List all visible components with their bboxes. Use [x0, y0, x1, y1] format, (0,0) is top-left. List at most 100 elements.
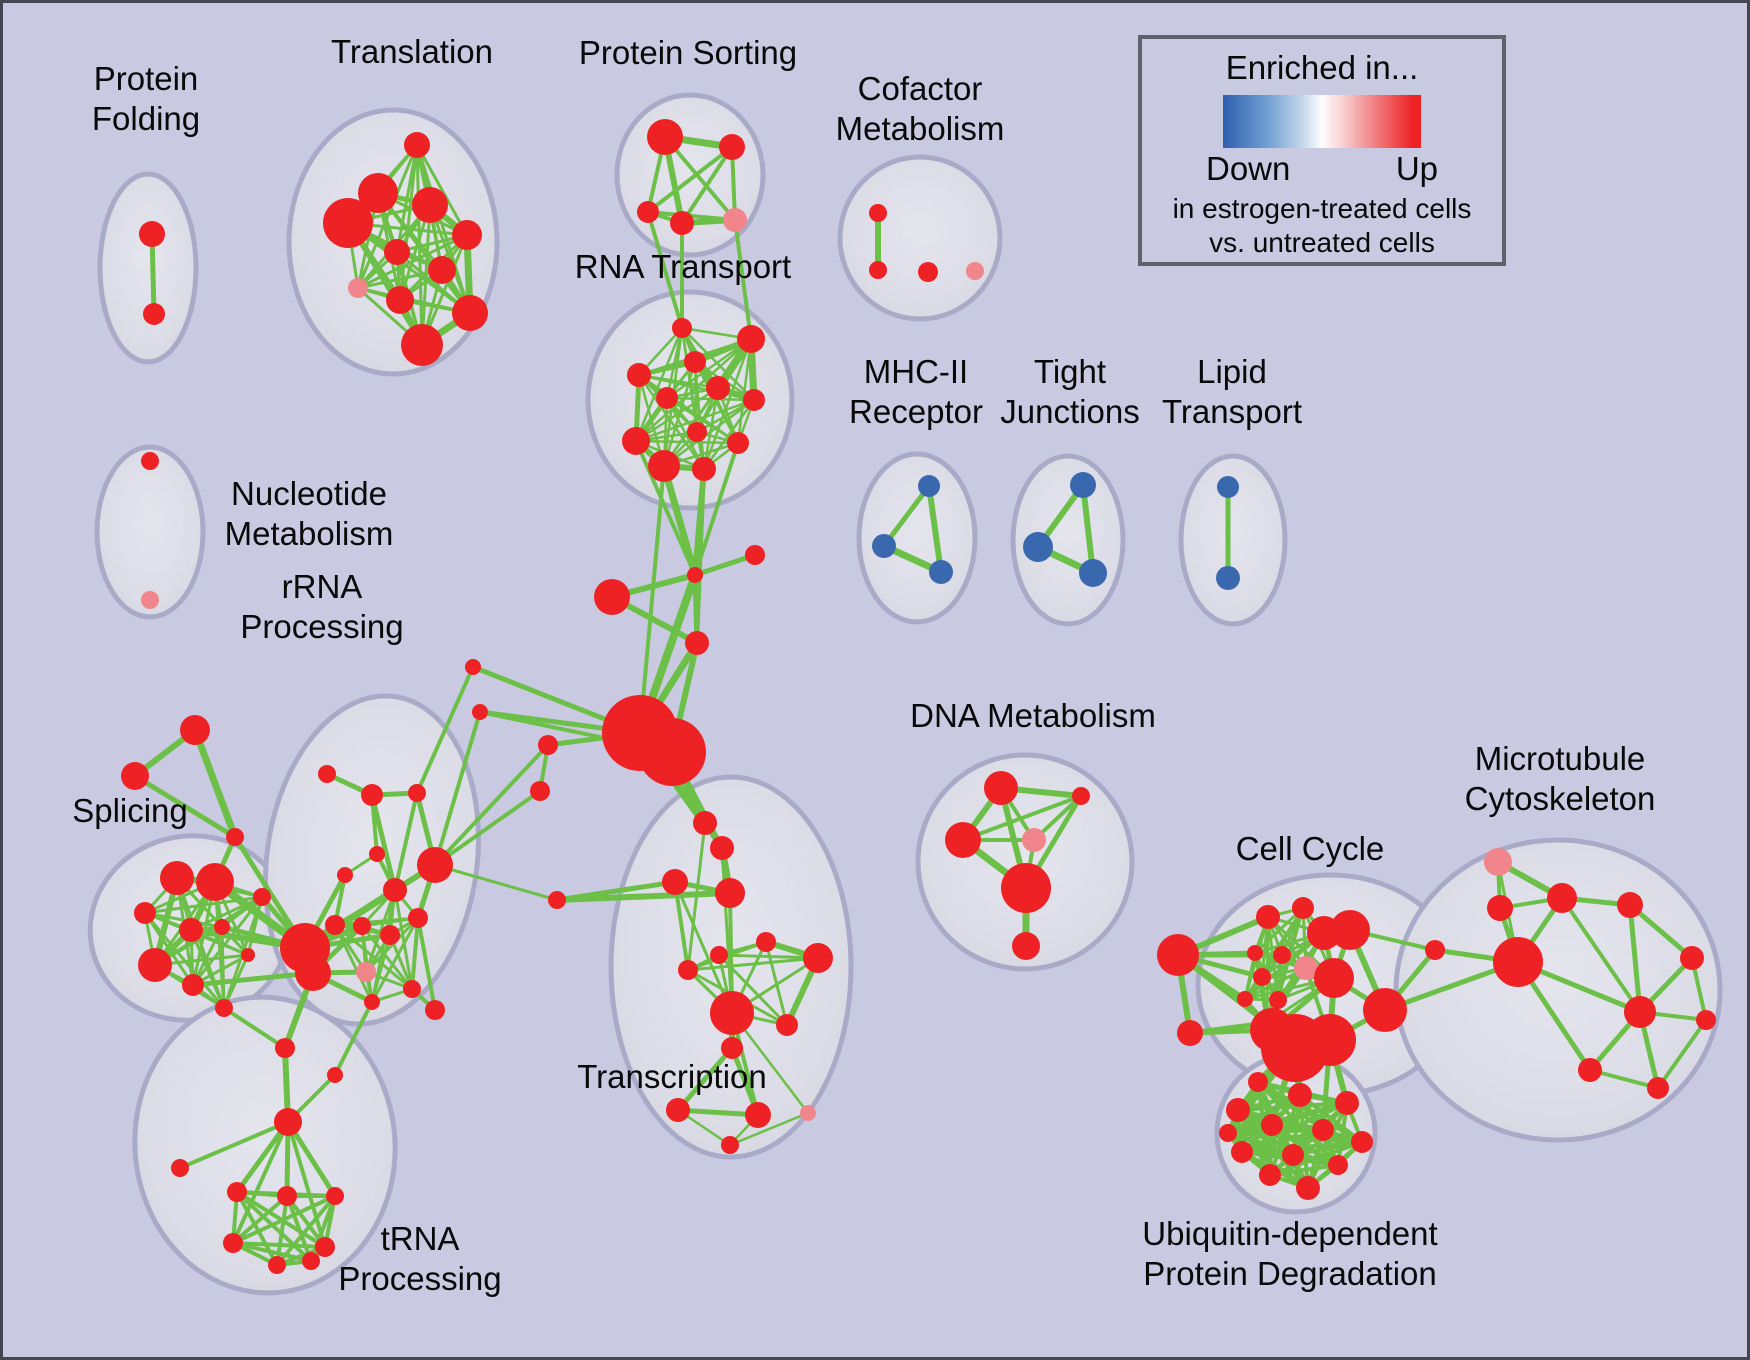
transcription-node [721, 1037, 743, 1059]
dna-metabolism-ellipse [915, 752, 1135, 972]
rrna-processing-node [425, 1000, 445, 1020]
cofactor-metabolism-node [869, 261, 887, 279]
ubiquitin-degradation-node [1328, 1155, 1348, 1175]
translation-node [386, 286, 414, 314]
cross-link-edge [554, 890, 733, 903]
rna-transport-node [737, 325, 765, 353]
nodes-layer [121, 119, 1716, 1274]
microtubule-cytoskeleton-node [1578, 1058, 1602, 1082]
bridge-node [745, 545, 765, 565]
bridge-node [548, 891, 566, 909]
rrna-processing-label: Processing [240, 608, 403, 645]
cross-link-edge [634, 439, 697, 577]
cofactor-metabolism-label: Metabolism [836, 110, 1005, 147]
rna-transport-edge [665, 396, 740, 445]
splicing-triangle-node [226, 828, 244, 846]
transcription-edge [686, 956, 820, 972]
cross-link-edge [190, 970, 316, 988]
bridge-edge [692, 552, 758, 578]
cell-cycle-node [1157, 934, 1199, 976]
nucleotide-metabolism-node [141, 591, 159, 609]
cell-cycle-node [1253, 968, 1271, 986]
protein-sorting-label: Protein Sorting [579, 34, 797, 71]
translation-edge [356, 143, 419, 290]
rna-transport-node [684, 351, 706, 373]
transcription-node [710, 991, 754, 1035]
transcription-edge [728, 1111, 810, 1147]
protein-sorting-node [670, 211, 694, 235]
rna-transport-label: RNA Transport [575, 248, 791, 285]
microtubule-cytoskeleton-edge [1560, 896, 1642, 1014]
trna-processing-label: Processing [338, 1260, 501, 1297]
rrna-processing-edge [364, 916, 420, 974]
transcription-node [800, 1105, 816, 1121]
ubiquitin-degradation-node [1231, 1141, 1253, 1163]
rrna-processing-node [383, 878, 407, 902]
translation-node [452, 295, 488, 331]
trna-processing-node [327, 1067, 343, 1083]
rrna-processing-node [369, 846, 385, 862]
splicing-node [196, 863, 234, 901]
transcription-node [710, 836, 734, 860]
trna-processing-edge [286, 1120, 327, 1249]
splicing-node [241, 948, 255, 962]
protein-sorting-edge [680, 145, 734, 225]
splicing-node [134, 902, 156, 924]
rrna-processing-node [295, 955, 331, 991]
trna-processing-edge [231, 1241, 327, 1249]
splicing-triangle-edge [132, 773, 238, 840]
bridge-node [685, 631, 709, 655]
microtubule-cytoskeleton-node [1487, 895, 1513, 921]
splicing-node [214, 919, 230, 935]
transcription-edge [720, 846, 734, 1015]
cell-cycle-node [1269, 991, 1287, 1009]
legend-down-label: Down [1206, 150, 1291, 187]
rrna-processing-node [356, 962, 376, 982]
protein-folding-edge [149, 231, 157, 317]
transcription-node [678, 960, 698, 980]
trna-processing-node [227, 1182, 247, 1202]
cofactor-metabolism-label: Cofactor [858, 70, 983, 107]
ubiquitin-degradation-edge [1240, 1128, 1325, 1154]
cell-cycle-node [1273, 946, 1291, 964]
transcription-label: Transcription [577, 1058, 767, 1095]
rna-transport-node [656, 387, 678, 409]
transcription-node [710, 946, 728, 964]
transcription-node [693, 811, 717, 835]
transcription-node [776, 1014, 798, 1036]
microtubule-cytoskeleton-node [1680, 946, 1704, 970]
transcription-node [662, 869, 688, 895]
trna-processing-node [326, 1187, 344, 1205]
splicing-edge [246, 895, 264, 957]
nucleotide-metabolism-label: Metabolism [225, 515, 394, 552]
rrna-processing-edge [369, 792, 398, 893]
rna-transport-edge [637, 373, 706, 471]
ubiquitin-degradation-node [1226, 1098, 1250, 1122]
transcription-node [803, 943, 833, 973]
dna-metabolism-node [945, 822, 981, 858]
cross-link-edge [222, 1006, 287, 1050]
splicing-edge [143, 911, 224, 929]
lipid-transport-node [1217, 476, 1239, 498]
trna-processing-edge [231, 1194, 289, 1245]
legend-title: Enriched in... [1225, 49, 1419, 86]
lipid-transport-ellipse [1178, 453, 1288, 627]
rna-transport-node [627, 363, 651, 387]
splicing-triangle-edge [191, 726, 239, 841]
splicing-node [160, 861, 194, 895]
ubiquitin-degradation-node [1351, 1131, 1373, 1153]
microtubule-cytoskeleton-node [1696, 1010, 1716, 1030]
protein-folding-label: Folding [92, 100, 200, 137]
bridge-node [687, 567, 703, 583]
cell-cycle-node [1363, 988, 1407, 1032]
lipid-transport-label: Transport [1162, 393, 1302, 430]
rna-transport-node [672, 318, 692, 338]
translation-node [323, 198, 373, 248]
ubiquitin-degradation-edge [1226, 1131, 1340, 1167]
trna-processing-node [315, 1237, 335, 1257]
splicing-label: Splicing [72, 792, 188, 829]
ubiquitin-degradation-node [1259, 1164, 1281, 1186]
rna-transport-edge [680, 326, 756, 402]
splicing-triangle-node [121, 762, 149, 790]
rrna-processing-edge [410, 916, 420, 991]
